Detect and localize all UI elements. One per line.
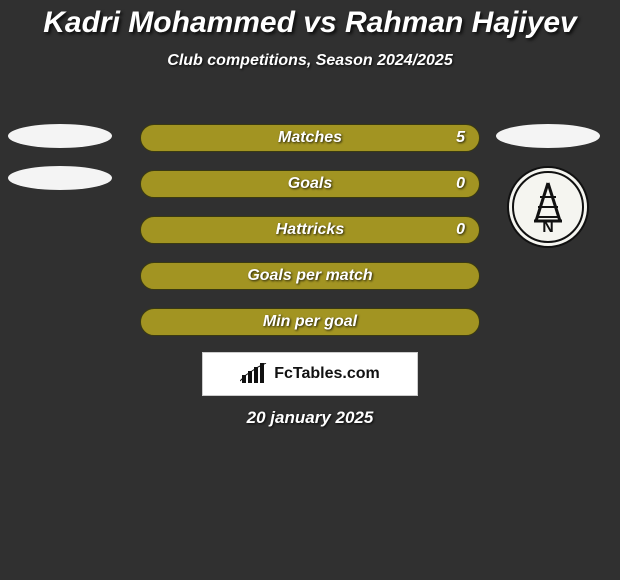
bar-chart-icon — [240, 363, 268, 385]
left-player-column — [8, 124, 112, 190]
right-player-column: N — [496, 124, 600, 248]
stat-label: Goals per match — [247, 267, 372, 285]
stat-bar: Goals 0 — [140, 170, 480, 198]
brand-text: FcTables.com — [274, 365, 380, 383]
comparison-bars: Matches 5 Goals 0 Hattricks 0 Goals per match M… — [140, 124, 480, 336]
stat-bar: Hattricks 0 — [140, 216, 480, 244]
brand-box[interactable]: FcTables.com — [202, 352, 418, 396]
stat-value-right: 0 — [456, 175, 465, 193]
stat-label: Goals — [288, 175, 332, 193]
stat-label: Matches — [278, 129, 342, 147]
stat-label: Min per goal — [263, 313, 357, 331]
club-badge-placeholder — [8, 166, 112, 190]
stat-bar: Matches 5 — [140, 124, 480, 152]
stat-value-right: 5 — [456, 129, 465, 147]
stat-value-right: 0 — [456, 221, 465, 239]
player-avatar-placeholder — [496, 124, 600, 148]
oil-derrick-icon: N — [518, 177, 578, 237]
player-avatar-placeholder — [8, 124, 112, 148]
svg-text:N: N — [542, 219, 554, 236]
stat-label: Hattricks — [276, 221, 344, 239]
stat-bar: Goals per match — [140, 262, 480, 290]
page-subtitle: Club competitions, Season 2024/2025 — [0, 52, 620, 70]
date-line: 20 january 2025 — [0, 408, 620, 428]
club-badge: N — [507, 166, 589, 248]
page-title: Kadri Mohammed vs Rahman Hajiyev — [0, 0, 620, 40]
stat-bar: Min per goal — [140, 308, 480, 336]
